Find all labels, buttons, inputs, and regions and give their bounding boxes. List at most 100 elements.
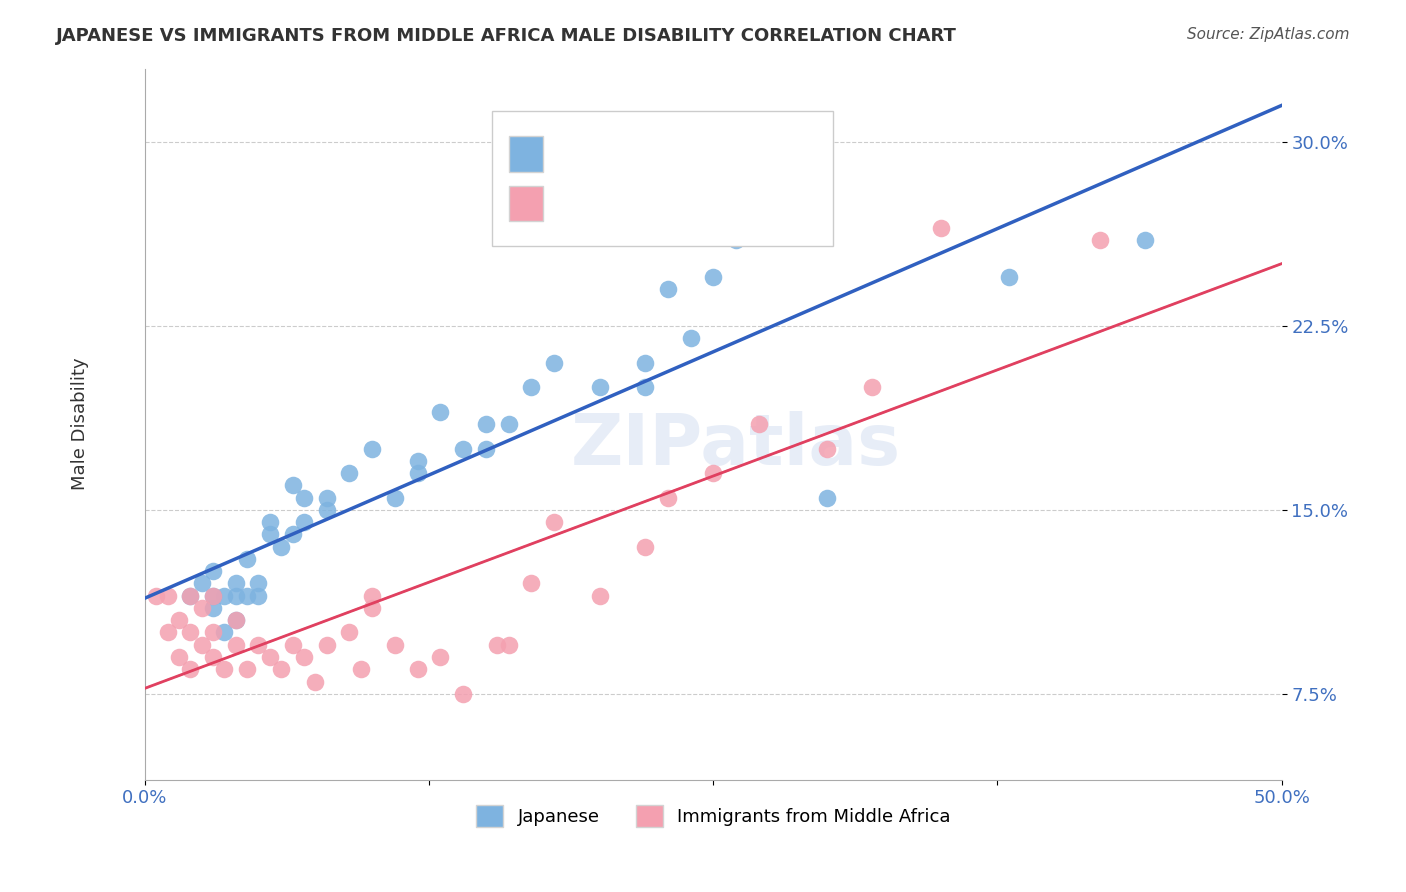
Point [225, 589, 247, 603]
Point [292, 491, 315, 505]
Point [225, 613, 247, 627]
Point [236, 589, 259, 603]
Point [702, 466, 724, 480]
Y-axis label: Male Disability: Male Disability [72, 358, 89, 491]
Point [702, 269, 724, 284]
Point [634, 356, 657, 370]
Point [634, 380, 657, 394]
Point [292, 650, 315, 665]
Point [281, 527, 304, 541]
Point [179, 589, 201, 603]
Point [315, 491, 337, 505]
Point [657, 491, 679, 505]
Point [815, 442, 838, 456]
Point [384, 491, 406, 505]
Point [451, 442, 474, 456]
Point [361, 589, 384, 603]
Point [247, 589, 270, 603]
Point [190, 601, 212, 615]
Point [270, 662, 292, 676]
FancyBboxPatch shape [509, 186, 543, 221]
Point [350, 662, 373, 676]
Point [406, 454, 429, 468]
Point [634, 540, 657, 554]
Point [815, 491, 838, 505]
Point [225, 576, 247, 591]
Point [202, 650, 225, 665]
Point [486, 638, 509, 652]
Point [361, 442, 384, 456]
Point [281, 478, 304, 492]
Text: JAPANESE VS IMMIGRANTS FROM MIDDLE AFRICA MALE DISABILITY CORRELATION CHART: JAPANESE VS IMMIGRANTS FROM MIDDLE AFRIC… [56, 27, 957, 45]
Point [543, 356, 565, 370]
Point [214, 589, 236, 603]
Point [190, 576, 212, 591]
Point [190, 638, 212, 652]
Point [259, 650, 281, 665]
Point [167, 650, 190, 665]
Point [259, 515, 281, 529]
FancyBboxPatch shape [492, 112, 832, 246]
Point [429, 405, 451, 419]
Text: R = 0.604   N = 45: R = 0.604 N = 45 [554, 141, 724, 160]
Point [862, 380, 884, 394]
Point [520, 380, 543, 394]
Point [748, 417, 770, 431]
Point [202, 589, 225, 603]
Point [384, 638, 406, 652]
Point [236, 662, 259, 676]
Text: ZIPatlas: ZIPatlas [571, 411, 901, 480]
Legend: Japanese, Immigrants from Middle Africa: Japanese, Immigrants from Middle Africa [468, 798, 957, 835]
Point [304, 674, 326, 689]
Point [179, 625, 201, 640]
Point [156, 625, 179, 640]
Point [429, 650, 451, 665]
Point [156, 589, 179, 603]
Point [202, 589, 225, 603]
Point [724, 233, 747, 247]
Point [543, 515, 565, 529]
Text: Source: ZipAtlas.com: Source: ZipAtlas.com [1187, 27, 1350, 42]
Point [292, 515, 315, 529]
Point [339, 625, 361, 640]
Point [406, 466, 429, 480]
Point [247, 638, 270, 652]
Point [236, 552, 259, 566]
Point [247, 576, 270, 591]
Point [202, 625, 225, 640]
Point [361, 601, 384, 615]
Point [214, 662, 236, 676]
Point [1088, 233, 1111, 247]
Point [498, 638, 520, 652]
Point [498, 417, 520, 431]
Point [451, 687, 474, 701]
Point [315, 503, 337, 517]
Point [214, 625, 236, 640]
Point [225, 638, 247, 652]
Point [475, 417, 498, 431]
FancyBboxPatch shape [509, 136, 543, 171]
Point [315, 638, 337, 652]
Point [179, 589, 201, 603]
Point [1135, 233, 1157, 247]
Point [281, 638, 304, 652]
Point [929, 220, 952, 235]
Point [475, 442, 498, 456]
Point [588, 589, 610, 603]
Point [167, 613, 190, 627]
Point [202, 601, 225, 615]
Point [259, 527, 281, 541]
Point [145, 589, 167, 603]
Point [520, 576, 543, 591]
Point [406, 662, 429, 676]
Point [339, 466, 361, 480]
Point [998, 269, 1021, 284]
Point [679, 331, 702, 345]
Point [657, 282, 679, 296]
Point [588, 380, 610, 394]
Text: R = 0.398   N = 45: R = 0.398 N = 45 [554, 194, 724, 212]
Point [270, 540, 292, 554]
Point [225, 613, 247, 627]
Point [202, 564, 225, 578]
Point [179, 662, 201, 676]
